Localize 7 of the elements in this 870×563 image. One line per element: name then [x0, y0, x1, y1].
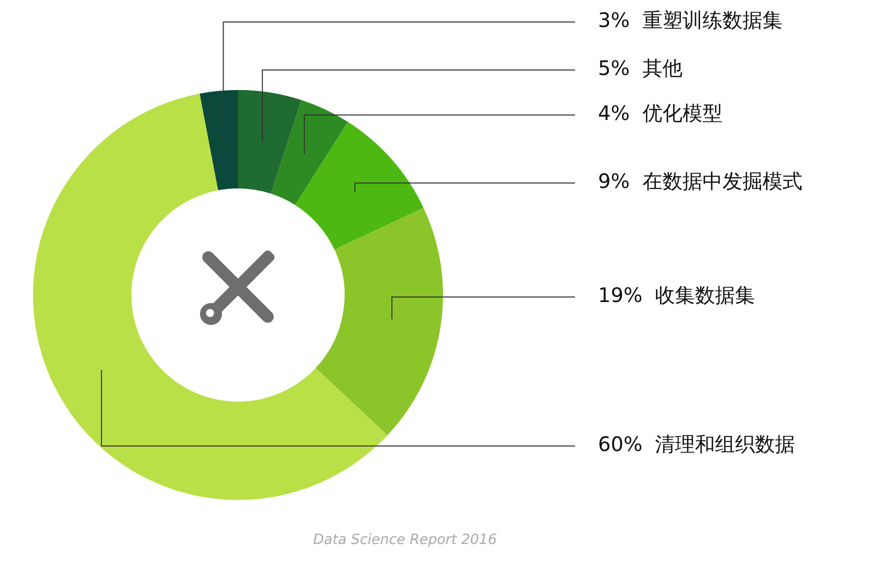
- slice-label: 5% 其他: [598, 56, 682, 80]
- slice-label: 19% 收集数据集: [598, 283, 756, 308]
- slice-label: 3% 重塑训练数据集: [598, 8, 782, 32]
- text: Data Science Report 2016: [312, 532, 498, 548]
- slice-label: 9% 在数据中发掘模式: [598, 169, 802, 194]
- slice-label: 60% 清理和组织数据: [598, 432, 796, 456]
- slice-label: 4% 优化模型: [598, 101, 722, 126]
